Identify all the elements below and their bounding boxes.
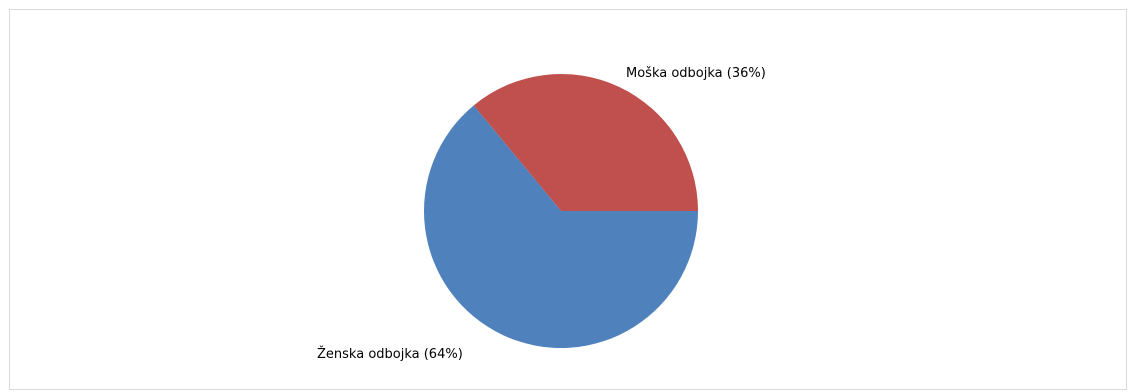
slice-label-moska-odbojka: Moška odbojka (36%) — [626, 66, 766, 81]
pie-slice-zenska-odbojka — [423, 105, 698, 349]
pie-slice-moska-odbojka — [473, 74, 698, 211]
slice-label-zenska-odbojka: Ženska odbojka (64%) — [317, 346, 463, 362]
pie-slices — [423, 74, 698, 349]
